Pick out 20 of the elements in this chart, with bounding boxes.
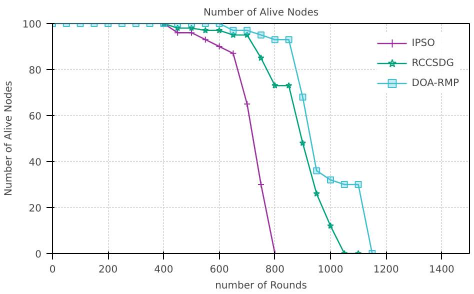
y-tick-label: 20 bbox=[28, 204, 42, 214]
x-tick-label: 600 bbox=[210, 264, 229, 276]
x-tick-label: 1200 bbox=[373, 264, 399, 276]
x-tick-label: 400 bbox=[154, 264, 174, 276]
legend-label: RCCSDG bbox=[412, 58, 454, 68]
y-tick-label: 0 bbox=[35, 250, 42, 260]
x-tick-label: 200 bbox=[98, 264, 118, 276]
x-tick-label: 1000 bbox=[318, 264, 344, 276]
chart-title: Number of Alive Nodes bbox=[203, 8, 319, 18]
x-axis-title: number of Rounds bbox=[215, 280, 307, 292]
y-tick-label: 60 bbox=[28, 112, 42, 122]
y-tick-label: 100 bbox=[22, 20, 42, 30]
x-tick-label: 1400 bbox=[428, 264, 454, 276]
x-tick-label: 800 bbox=[265, 264, 284, 276]
y-tick-label: 40 bbox=[28, 158, 42, 168]
y-tick-label: 80 bbox=[28, 66, 42, 76]
legend-label: DOA-RMP bbox=[412, 78, 459, 88]
legend-label: IPSO bbox=[412, 38, 435, 48]
x-tick-label: 0 bbox=[49, 264, 56, 276]
y-axis-title: Number of Alive Nodes bbox=[3, 80, 14, 196]
